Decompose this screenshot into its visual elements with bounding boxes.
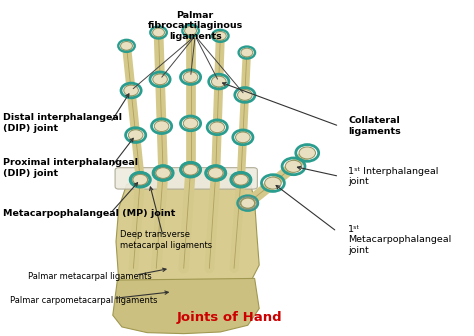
Circle shape <box>236 132 250 143</box>
FancyBboxPatch shape <box>115 168 257 189</box>
Circle shape <box>234 174 248 185</box>
Circle shape <box>264 177 281 189</box>
Text: Deep transverse
metacarpal ligaments: Deep transverse metacarpal ligaments <box>119 230 212 250</box>
Circle shape <box>156 168 171 178</box>
Circle shape <box>237 90 252 100</box>
Text: Joints of Hand: Joints of Hand <box>177 310 283 324</box>
Circle shape <box>153 74 167 85</box>
Circle shape <box>120 42 132 50</box>
Text: Proximal interphalangeal
(DIP) joint: Proximal interphalangeal (DIP) joint <box>3 158 138 178</box>
Circle shape <box>156 168 171 178</box>
Text: 1ˢᵗ
Metacarpophalangeal
joint: 1ˢᵗ Metacarpophalangeal joint <box>348 225 452 255</box>
Text: Palmar carpometacarpal ligaments: Palmar carpometacarpal ligaments <box>10 296 157 305</box>
Text: 1ˢᵗ Interphalangeal
joint: 1ˢᵗ Interphalangeal joint <box>348 167 439 186</box>
Text: Distal interphalangeal
(DIP) joint: Distal interphalangeal (DIP) joint <box>3 113 122 132</box>
Circle shape <box>214 32 226 40</box>
Circle shape <box>241 48 253 57</box>
Circle shape <box>154 121 169 131</box>
Circle shape <box>124 85 138 96</box>
Circle shape <box>211 76 226 87</box>
Circle shape <box>133 174 147 185</box>
Circle shape <box>128 130 143 140</box>
Circle shape <box>153 28 164 37</box>
Text: Collateral
ligaments: Collateral ligaments <box>348 117 401 136</box>
Circle shape <box>240 198 255 208</box>
Polygon shape <box>116 168 259 287</box>
Polygon shape <box>113 279 259 334</box>
Circle shape <box>241 198 255 208</box>
Text: Palmar metacarpal ligaments: Palmar metacarpal ligaments <box>28 272 152 281</box>
Circle shape <box>183 164 198 175</box>
Circle shape <box>133 174 147 185</box>
Circle shape <box>285 160 302 172</box>
Circle shape <box>183 72 198 82</box>
Circle shape <box>184 27 197 35</box>
Circle shape <box>299 147 316 159</box>
Circle shape <box>234 174 248 185</box>
Circle shape <box>183 164 198 175</box>
Circle shape <box>209 168 223 178</box>
Circle shape <box>209 168 223 178</box>
Text: Palmar
fibrocartilaginous
ligaments: Palmar fibrocartilaginous ligaments <box>147 11 243 41</box>
Circle shape <box>183 118 198 129</box>
Text: Metacarpophalangeal (MP) joint: Metacarpophalangeal (MP) joint <box>3 209 175 218</box>
Circle shape <box>210 122 225 133</box>
